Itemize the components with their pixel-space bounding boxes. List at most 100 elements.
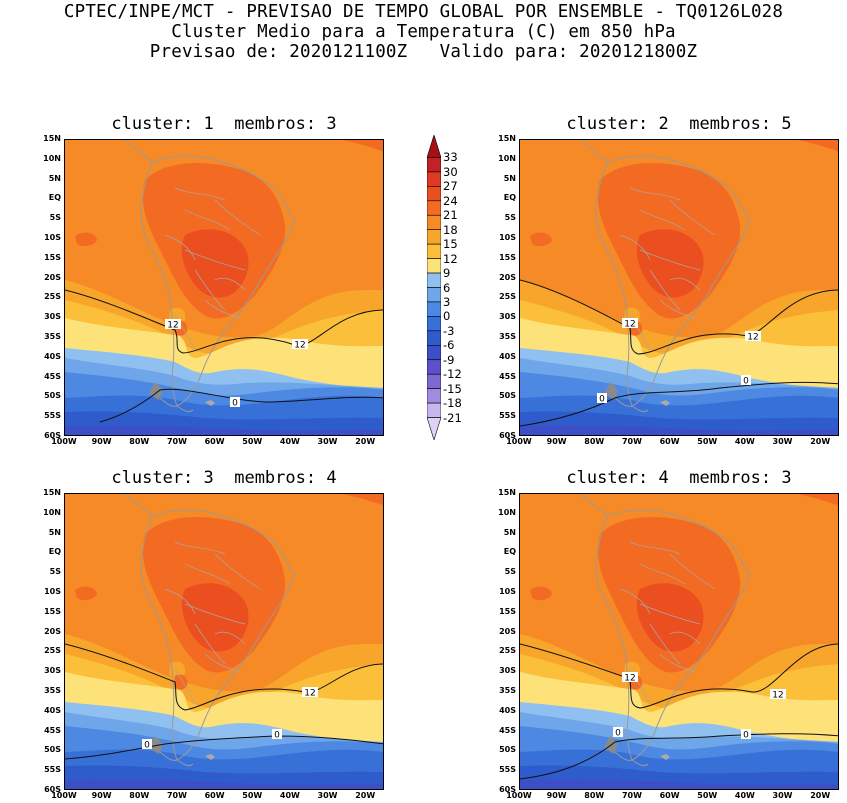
lat-tick-label: 30S: [499, 666, 516, 676]
panel-3-map: 12 0 0: [64, 493, 384, 790]
lon-tick-label: 40W: [279, 437, 300, 446]
panel-4-lat-labels: 15N 10N 5N EQ 5S 10S 15S 20S 25S 30S 35S 40S 45S 50S 5…: [479, 489, 519, 794]
colorbar-tick-label: 24: [443, 193, 458, 208]
lat-tick-label: 15S: [44, 252, 61, 262]
lon-tick-label: 70W: [621, 791, 642, 800]
lon-tick-label: 90W: [91, 437, 112, 446]
lat-tick-label: 25S: [499, 646, 516, 656]
lon-tick-label: 40W: [279, 791, 300, 800]
colorbar-swatch: [427, 345, 441, 361]
colorbar-swatch: [427, 316, 441, 332]
lon-tick-label: 60W: [659, 791, 680, 800]
lon-tick-label: 100W: [506, 437, 532, 446]
lat-tick-label: 60S: [44, 785, 61, 794]
colorbar-tick-label: -3: [443, 323, 455, 338]
lon-tick-label: 90W: [546, 791, 567, 800]
lat-tick-label: 30S: [44, 666, 61, 676]
lat-tick-label: 15N: [498, 488, 516, 497]
lon-tick-label: 90W: [91, 791, 112, 800]
contour-label: 0: [615, 729, 621, 739]
colorbar-tick-label: 27: [443, 179, 458, 194]
lat-tick-label: 40S: [499, 351, 516, 361]
colorbar-tick-label: 3: [443, 294, 451, 309]
colorbar-tick-label: 0: [443, 309, 451, 324]
lat-tick-label: 25S: [44, 292, 61, 302]
colorbar-swatch: [427, 330, 441, 346]
colorbar-swatch: [427, 214, 441, 230]
contour-label: 12: [747, 333, 758, 343]
colorbar-swatch: [427, 388, 441, 404]
colorbar-swatch: [427, 402, 441, 418]
lat-tick-label: EQ: [503, 547, 516, 557]
lat-tick-label: 25S: [499, 292, 516, 302]
panel-2-map: 12 12 0 0: [519, 139, 839, 436]
colorbar-tick-label: -9: [443, 352, 455, 367]
colorbar-tick-label: -18: [443, 396, 462, 411]
lon-tick-label: 80W: [584, 437, 605, 446]
contour-label: 0: [599, 395, 605, 405]
lat-tick-label: 25S: [44, 646, 61, 656]
lon-tick-label: 30W: [772, 437, 793, 446]
lat-tick-label: 55S: [44, 411, 61, 421]
contour-label: 12: [772, 691, 783, 701]
panel-1-map: 12 12 0: [64, 139, 384, 436]
lat-tick-label: 15N: [498, 134, 516, 143]
lat-tick-label: 50S: [499, 391, 516, 401]
lon-tick-label: 90W: [546, 437, 567, 446]
lon-tick-label: 30W: [317, 437, 338, 446]
lon-tick-label: 80W: [129, 437, 150, 446]
colorbar-tick-label: 6: [443, 280, 451, 295]
lat-tick-label: 5N: [48, 173, 61, 183]
lat-tick-label: 50S: [44, 745, 61, 755]
lat-tick-label: 45S: [44, 371, 61, 381]
lon-tick-label: 100W: [506, 791, 532, 800]
colorbar-swatch: [427, 229, 441, 245]
lon-tick-label: 70W: [166, 437, 187, 446]
contour-label: 12: [624, 674, 635, 684]
lat-tick-label: 5S: [49, 567, 61, 577]
lat-tick-label: 15S: [499, 606, 516, 616]
lat-tick-label: 55S: [499, 411, 516, 421]
panel-4-map: 12 12 0 0: [519, 493, 839, 790]
panel-3-title: cluster: 3 membros: 4: [111, 468, 337, 488]
colorbar-tick-label: 21: [443, 208, 458, 223]
colorbar-swatch: [427, 200, 441, 216]
lat-tick-label: 15N: [43, 134, 61, 143]
contour-label: 0: [232, 399, 238, 409]
figure-title-line-1: CPTEC/INPE/MCT - PREVISAO DE TEMPO GLOBA…: [63, 2, 784, 22]
lat-tick-label: 10S: [44, 587, 61, 596]
contour-label: 0: [743, 377, 749, 387]
panel-4-lon-labels: 100W 90W 80W 70W 60W 50W 40W 30W 20W: [506, 790, 839, 802]
lat-tick-label: 10N: [498, 507, 516, 517]
panel-2-lon-labels: 100W 90W 80W 70W 60W 50W 40W 30W 20W: [506, 436, 839, 448]
lat-tick-label: 35S: [499, 686, 516, 695]
lat-tick-label: 15S: [499, 252, 516, 262]
lat-tick-label: 50S: [499, 745, 516, 755]
lat-tick-label: 55S: [499, 765, 516, 775]
lon-tick-label: 20W: [810, 437, 831, 446]
contour-label: 0: [144, 741, 150, 751]
colorbar-tick-label: 18: [443, 222, 458, 237]
panel-4-title: cluster: 4 membros: 3: [566, 468, 792, 488]
lat-tick-label: 35S: [499, 332, 516, 341]
lon-tick-label: 70W: [621, 437, 642, 446]
panel-3-lon-labels: 100W 90W 80W 70W 60W 50W 40W 30W 20W: [51, 790, 384, 802]
lon-tick-label: 60W: [659, 437, 680, 446]
colorbar-swatch: [427, 373, 441, 389]
lat-tick-label: 60S: [499, 431, 516, 440]
lat-tick-label: 5N: [503, 527, 516, 537]
contour-label: 12: [624, 320, 635, 330]
colorbar-tick-label: 33: [443, 150, 458, 165]
colorbar-swatch: [427, 287, 441, 303]
colorbar-tick-label: -21: [443, 410, 462, 425]
figure-title-line-2: Cluster Medio para a Temperatura (C) em …: [171, 22, 676, 42]
lat-tick-label: 40S: [44, 705, 61, 715]
temperature-colorbar: [427, 135, 441, 440]
colorbar-tick-label: -12: [443, 367, 462, 382]
lat-tick-label: 10N: [43, 507, 61, 517]
colorbar-swatch: [427, 301, 441, 317]
lat-tick-label: 5N: [503, 173, 516, 183]
colorbar-swatch: [427, 171, 441, 187]
colorbar-swatch: [427, 243, 441, 259]
lon-tick-label: 50W: [697, 437, 718, 446]
